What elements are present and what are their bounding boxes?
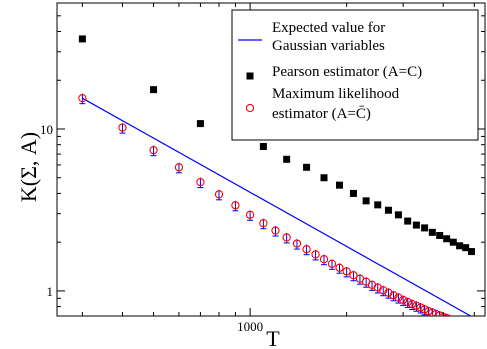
mle-point (271, 226, 280, 235)
mle-point (349, 271, 358, 280)
pearson-point (394, 211, 402, 219)
mle-point (302, 245, 311, 254)
expected-value-line (82, 97, 472, 316)
legend-square-marker (246, 72, 254, 80)
mle-point (403, 297, 412, 307)
mle-point (259, 219, 268, 228)
mle-point (214, 190, 224, 199)
pearson-point (443, 235, 451, 243)
mle-point (468, 323, 475, 330)
pearson-point (404, 217, 412, 225)
legend: Expected value for Gaussian variables Pear… (231, 9, 479, 141)
legend-circle-marker (245, 103, 255, 113)
legend-entry-text: Maximum likelihood (272, 86, 400, 102)
pearson-point (462, 244, 470, 252)
plot-frame-group (56, 2, 486, 317)
pearson-point (78, 35, 86, 43)
mle-point (471, 324, 478, 331)
pearson-point (412, 221, 420, 229)
x-axis-label: T (266, 326, 280, 349)
mle-point (118, 123, 127, 132)
mle-point (335, 263, 344, 272)
mle-point (327, 259, 337, 268)
mle-point (412, 301, 421, 310)
mle-point (174, 163, 184, 172)
pearson-point (320, 174, 328, 182)
mle-point (149, 146, 158, 155)
mle-point (394, 293, 403, 302)
mle-point (319, 255, 329, 264)
mle-point (231, 201, 240, 210)
mle-point (456, 319, 463, 326)
mle-point (379, 286, 388, 295)
mle-point (443, 313, 451, 316)
pearson-point (456, 242, 464, 250)
mle-point (407, 299, 417, 309)
legend-box (231, 9, 479, 141)
plot-frame (56, 2, 486, 317)
mle-point (78, 94, 87, 103)
mle-point (384, 288, 393, 297)
pearson-point (421, 224, 429, 232)
ticks-group: 1000 1 10 (40, 2, 485, 334)
pearson-point (196, 120, 204, 128)
mle-point (459, 320, 466, 327)
pearson-point (362, 197, 370, 205)
pearson-point (283, 155, 291, 163)
y-tick-label: 1 (47, 284, 54, 299)
pearson-point (349, 189, 357, 197)
mle-point (342, 267, 351, 276)
mle-point (282, 233, 291, 242)
mle-point (453, 318, 460, 325)
legend-entry-text: estimator (A=C̄) (272, 106, 371, 122)
mle-point (450, 317, 457, 324)
y-axis-label: K(Σ, A) (16, 132, 41, 202)
pearson-point (303, 163, 311, 171)
pearson-point (336, 181, 344, 189)
pearson-point (384, 206, 392, 214)
pearson-point (428, 228, 436, 236)
pearson-point (436, 231, 444, 239)
mle-point (292, 239, 302, 248)
mle-point (398, 295, 408, 305)
legend-entry-text: Gaussian variables (272, 38, 385, 54)
mle-point (462, 321, 469, 328)
pearson-point (467, 248, 475, 256)
mle-point (245, 210, 255, 219)
mle-point (447, 315, 453, 316)
mle-point (465, 322, 472, 329)
mle-point (389, 291, 398, 300)
pearson-point (449, 238, 457, 246)
legend-entry-text: Pearson estimator (A=C) (272, 64, 422, 80)
pearson-point (259, 142, 267, 150)
mle-point (311, 250, 320, 259)
x-tick-label: 1000 (237, 319, 263, 334)
y-tick-label: 10 (40, 122, 53, 137)
pearson-point (150, 86, 158, 94)
pearson-point (374, 201, 382, 209)
series-group (78, 35, 478, 331)
mle-point (196, 177, 205, 187)
legend-entry-text: Expected value for (272, 20, 385, 36)
